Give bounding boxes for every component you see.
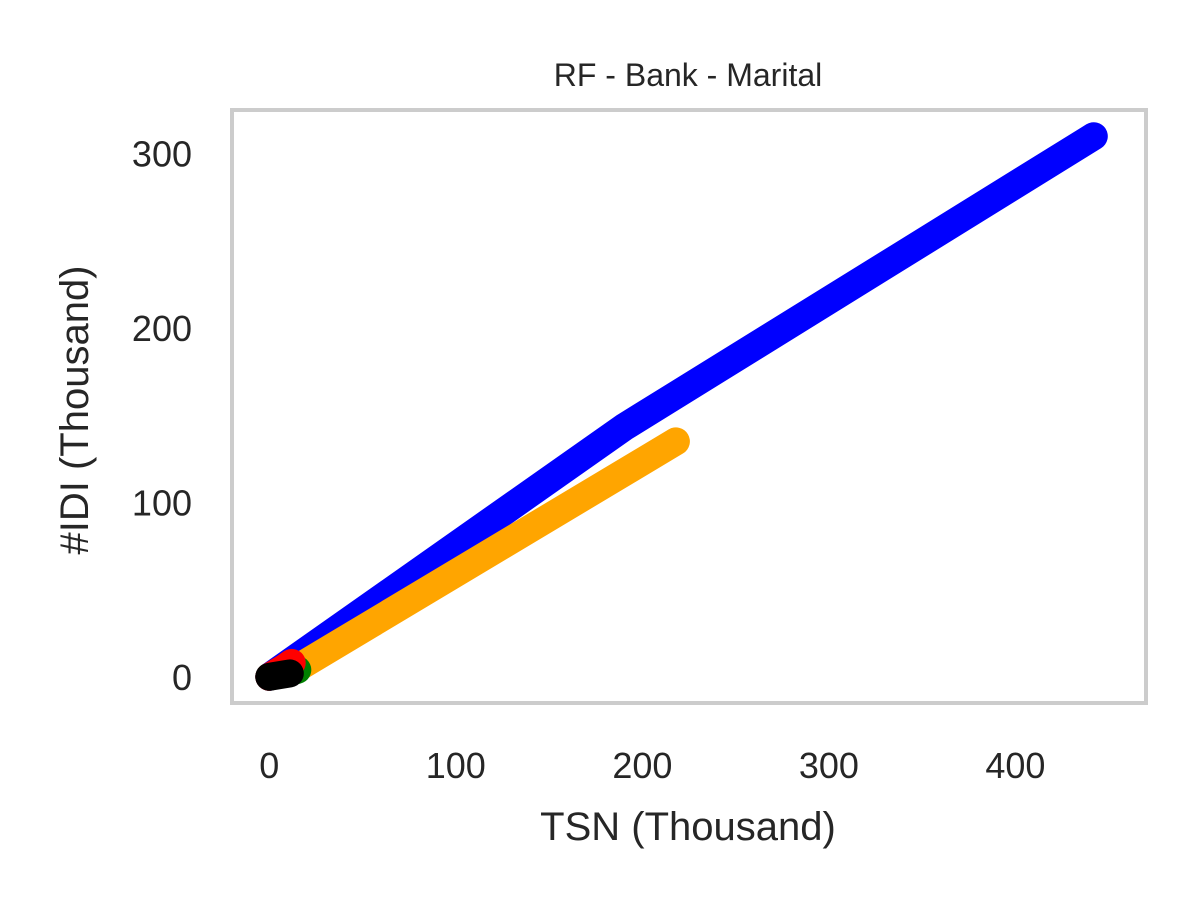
y-tick-label: 0: [172, 657, 192, 698]
x-tick-label: 0: [259, 745, 279, 786]
y-tick-label: 200: [132, 308, 192, 349]
series-layer: [255, 122, 1108, 691]
y-tick-labels: 0 100 200 300: [132, 134, 192, 698]
x-tick-label: 200: [612, 745, 672, 786]
y-axis-label: #IDI (Thousand): [53, 265, 97, 554]
x-tick-label: 300: [799, 745, 859, 786]
y-tick-label: 300: [132, 134, 192, 175]
series-line-black: [255, 659, 304, 691]
x-tick-labels: 0 100 200 300 400: [259, 745, 1045, 786]
series-line-blue: [255, 122, 1108, 691]
x-axis-label: TSN (Thousand): [540, 805, 836, 849]
series-line-orange: [283, 427, 690, 683]
x-tick-label: 400: [985, 745, 1045, 786]
x-tick-label: 100: [426, 745, 486, 786]
y-tick-label: 100: [132, 482, 192, 523]
chart-title: RF - Bank - Marital: [554, 57, 822, 93]
